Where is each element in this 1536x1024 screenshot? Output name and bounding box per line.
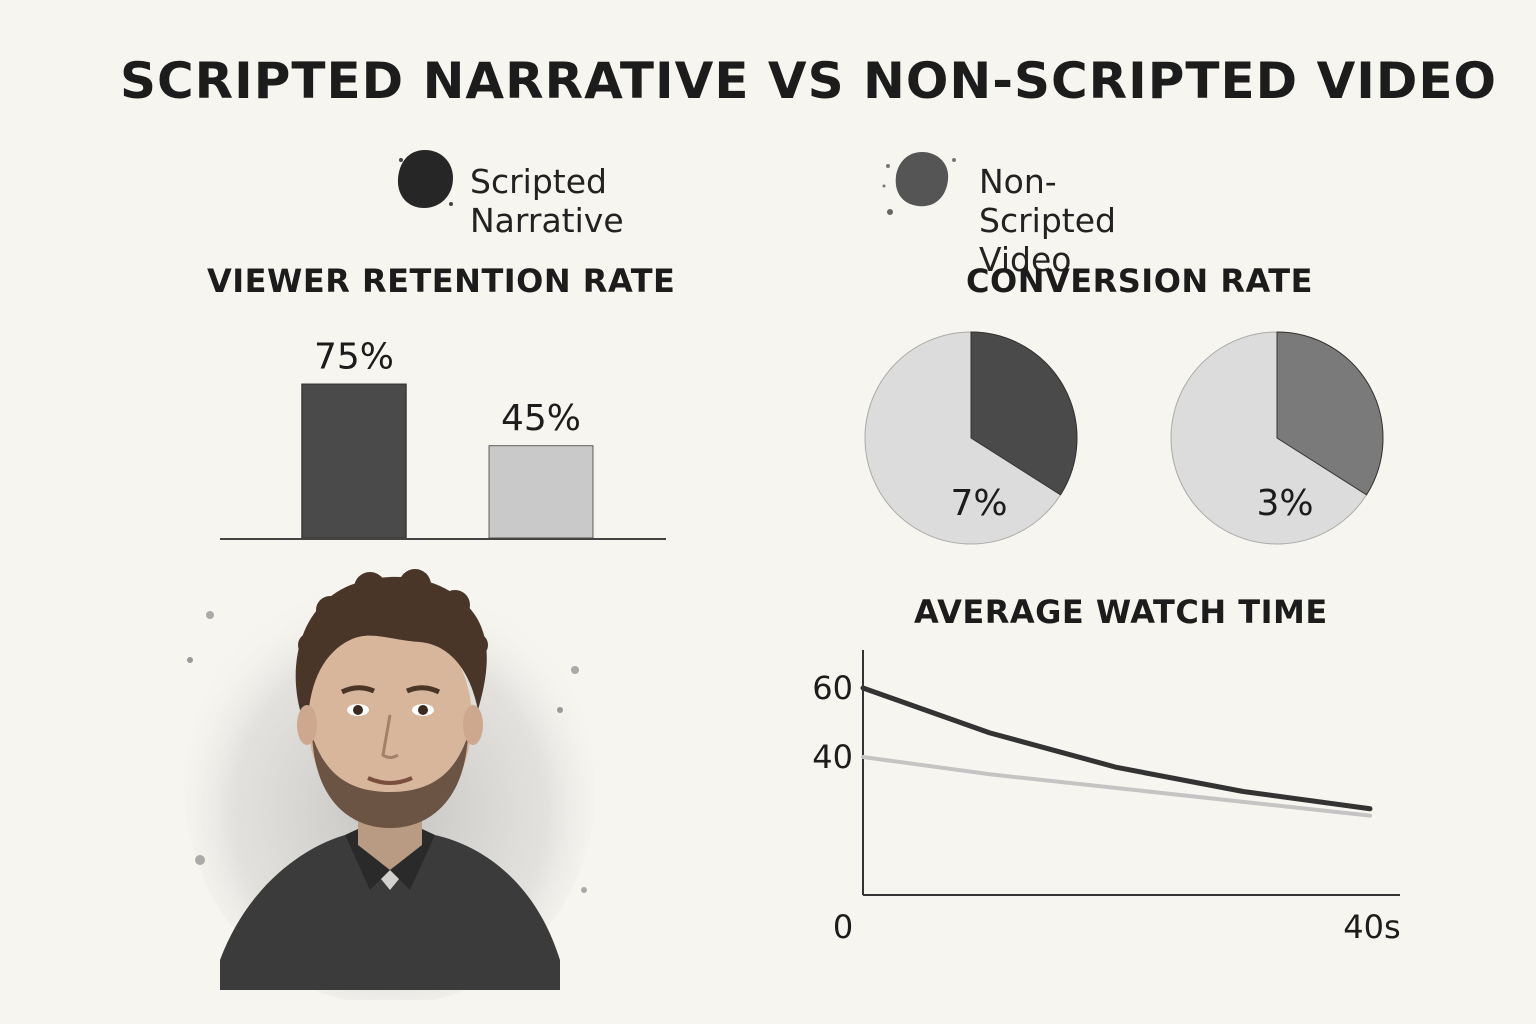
watch-time-line-chart: 60 40 0 40s bbox=[812, 650, 1401, 946]
non-scripted-legend-swatch-icon bbox=[882, 152, 956, 215]
watch-time-chart-title: AVERAGE WATCH TIME bbox=[914, 593, 1328, 631]
retention-bar-value-label: 75% bbox=[314, 336, 394, 377]
retention-bar-chart: 75% 45% bbox=[220, 336, 666, 540]
retention-bar-value-label: 45% bbox=[501, 398, 581, 439]
legend-label-non-scripted: Non-Scripted Video bbox=[979, 162, 1116, 279]
conversion-pie-charts: 7% 3% bbox=[864, 331, 1384, 545]
retention-chart-title: VIEWER RETENTION RATE bbox=[207, 262, 676, 300]
pie-slice-scripted bbox=[970, 331, 1078, 496]
scripted-legend-swatch-icon bbox=[397, 150, 453, 208]
person-portrait-illustration-icon bbox=[185, 569, 595, 1000]
conversion-chart-title: CONVERSION RATE bbox=[966, 262, 1313, 300]
y-tick-label: 40 bbox=[812, 738, 853, 776]
pie-value-label: 7% bbox=[950, 483, 1007, 524]
x-tick-label: 40s bbox=[1343, 908, 1400, 946]
watch-time-line-non-scripted bbox=[861, 755, 1372, 818]
page-title: SCRIPTED NARRATIVE VS NON-SCRIPTED VIDEO bbox=[119, 52, 1498, 110]
pie-slice-non-scripted bbox=[1276, 331, 1384, 496]
retention-bar-non-scripted bbox=[488, 445, 594, 539]
pie-value-label: 3% bbox=[1256, 483, 1313, 524]
watch-time-line-scripted bbox=[860, 685, 1373, 812]
x-tick-label: 0 bbox=[833, 908, 853, 946]
y-tick-label: 60 bbox=[812, 669, 853, 707]
legend-label-scripted: Scripted Narrative bbox=[470, 162, 624, 240]
retention-bar-scripted bbox=[301, 383, 407, 539]
